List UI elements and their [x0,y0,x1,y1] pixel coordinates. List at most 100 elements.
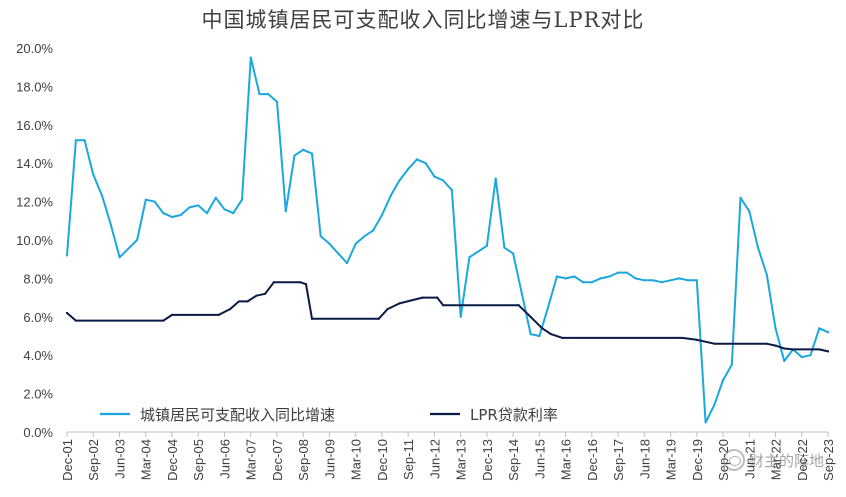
data-point [298,281,302,284]
data-point [739,196,742,199]
data-point [372,229,375,232]
data-point [582,281,585,284]
data-point [275,100,279,103]
data-point [398,179,401,182]
data-point [442,304,445,307]
x-tick-label: Mar-19 [664,439,679,480]
data-point [223,208,226,211]
data-point [436,296,439,299]
data-point [517,304,520,307]
data-point [214,196,217,199]
data-point [310,152,314,155]
data-point [109,223,112,226]
series-line-1 [66,281,829,353]
data-point [695,338,698,341]
data-point [170,313,174,316]
data-point [573,275,576,278]
data-point [65,254,69,257]
data-point [765,342,768,345]
data-point [468,256,471,259]
data-point [354,242,357,245]
y-tick-label: 12.0% [16,195,53,210]
data-point [529,332,532,336]
data-point [450,188,454,192]
data-point [547,306,550,309]
y-tick-label: 6.0% [23,310,53,325]
data-point [686,279,690,282]
data-point [713,404,716,407]
data-point [170,215,174,219]
x-tick-label: Jun-06 [217,439,232,479]
data-point [249,56,252,59]
data-point [205,212,209,215]
data-point [442,179,445,182]
x-tick-label: Dec-01 [60,439,75,481]
data-point [272,281,275,284]
data-point [377,317,380,320]
data-point [660,281,663,284]
x-tick-label: Dec-10 [375,439,390,481]
data-point [188,206,191,209]
x-tick-label: Sep-08 [296,439,311,481]
x-tick-label: Mar-10 [349,439,364,480]
data-point [599,277,602,280]
data-point [100,194,104,197]
data-point [485,244,489,247]
y-tick-label: 4.0% [23,348,53,363]
data-point [380,213,384,217]
x-tick-label: Mar-13 [454,439,469,480]
data-point [407,167,410,171]
x-tick-label: Sep-02 [86,439,101,481]
x-tick-label: Mar-16 [559,439,574,480]
x-tick-label: Sep-14 [506,439,521,481]
data-point [310,317,314,320]
data-point [135,238,139,242]
y-tick-label: 10.0% [16,233,53,248]
legend-label-0: 城镇居民可支配收入同比增速 [140,406,335,424]
data-point [237,300,240,303]
data-point [258,92,261,96]
data-point [345,261,349,265]
data-point [74,139,77,142]
data-point [74,319,77,322]
data-point [246,300,249,303]
series-line-0 [66,56,829,424]
legend-label-1: LPR贷款利率 [470,406,558,424]
x-tick-label: Jun-15 [532,439,547,479]
data-point [240,198,244,201]
data-point [791,348,795,351]
data-point [818,348,821,351]
x-tick-label: Jun-03 [112,439,127,479]
x-tick-label: Sep-05 [191,439,206,481]
data-point [695,279,698,282]
data-point [756,246,760,249]
data-point [153,200,156,203]
data-point [774,344,777,347]
data-point [302,148,305,151]
data-point [608,275,611,278]
data-point [304,283,308,286]
y-tick-label: 16.0% [16,118,53,133]
data-point [363,235,366,238]
data-point [538,334,541,338]
x-tick-label: Sep-23 [821,439,836,481]
x-tick-label: Mar-22 [769,439,784,480]
data-point [162,212,165,215]
y-tick-label: 0.0% [23,425,53,440]
data-point [774,327,777,330]
data-point [669,279,672,282]
data-point [561,336,564,340]
wechat-logo-icon [722,449,745,471]
data-point [494,177,497,180]
data-point [541,327,544,330]
data-point [520,292,523,295]
legend: 城镇居民可支配收入同比增速 LPR贷款利率 [100,406,558,424]
data-point [328,242,331,245]
data-point [730,363,733,366]
data-point [144,198,147,201]
data-point [319,235,322,238]
data-point [826,350,830,353]
data-point [217,313,220,316]
x-axis: Dec-01 Sep-02 Jun-03 Mar-04 Dec-04 Sep-05 Jun-… [60,431,836,481]
